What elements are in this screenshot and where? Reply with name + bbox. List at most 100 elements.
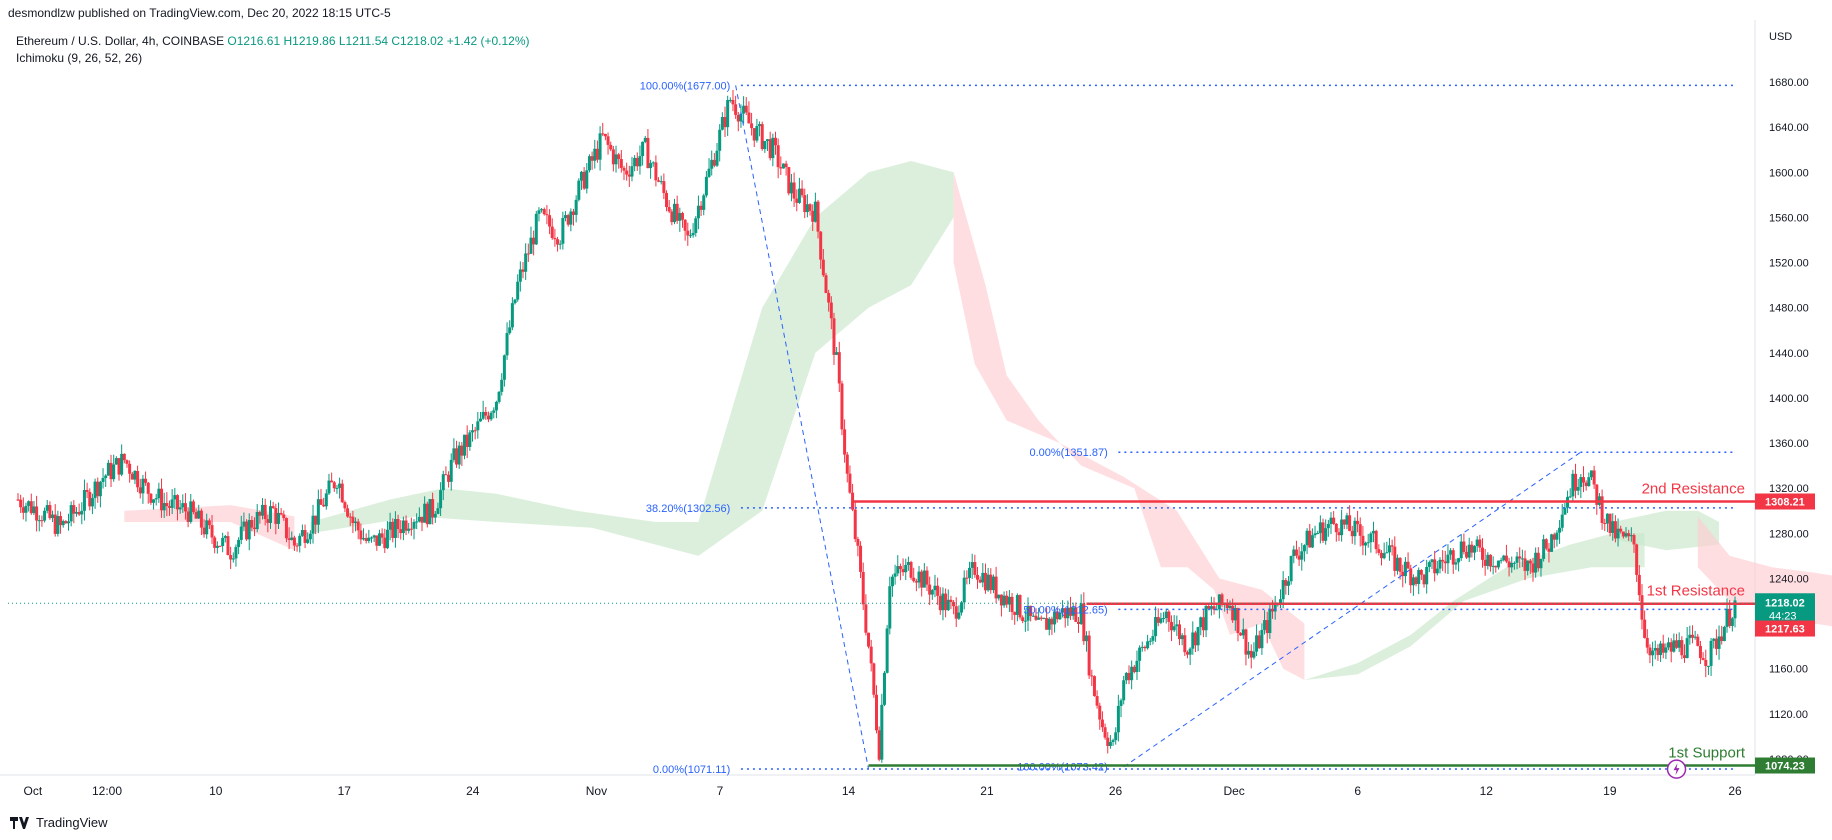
candle-body — [51, 514, 55, 519]
candle-body — [276, 512, 280, 524]
candle-body — [1520, 558, 1524, 560]
level-label-3: 1st Support — [1668, 745, 1746, 762]
candle-body — [1364, 542, 1368, 546]
candle-body — [928, 584, 932, 595]
candle-body — [1430, 559, 1434, 563]
candle-body — [1111, 740, 1115, 742]
candle-body — [989, 574, 993, 591]
candle-body — [691, 232, 695, 236]
candle-body — [763, 140, 767, 150]
candle-body — [1473, 546, 1477, 553]
candle-body — [665, 193, 669, 208]
candle-body — [1390, 545, 1394, 547]
candle-body — [199, 510, 203, 528]
candle-body — [513, 299, 517, 304]
y-tick-label: 1440.00 — [1769, 348, 1809, 360]
candle-body — [1435, 568, 1439, 574]
candle-body — [1119, 700, 1123, 706]
candle-body — [1369, 533, 1373, 543]
candle-body — [146, 482, 150, 494]
ohlc-close: C1218.02 — [391, 34, 444, 48]
candle-body — [617, 154, 621, 160]
lightning-icon[interactable] — [1666, 759, 1687, 779]
candle-body — [460, 445, 464, 456]
x-tick-label: 24 — [466, 784, 480, 798]
candle-body — [1542, 539, 1546, 559]
tradingview-logo-icon — [10, 816, 29, 829]
candle-body — [853, 509, 857, 540]
candle-body — [457, 445, 461, 465]
candle-body — [582, 171, 586, 189]
candle-body — [983, 572, 987, 591]
candle-body — [758, 124, 762, 127]
candle-body — [633, 157, 637, 167]
x-tick-label: 26 — [1109, 784, 1123, 798]
support1-price-tag: 1074.23 — [1765, 761, 1805, 773]
candle-body — [1199, 617, 1203, 628]
candle-body — [569, 211, 573, 225]
candle-body — [755, 126, 759, 141]
candle-body — [1098, 705, 1102, 720]
candle-body — [308, 533, 312, 540]
y-tick-label: 1160.00 — [1769, 664, 1808, 676]
candle-body — [774, 137, 777, 146]
candle-body — [375, 535, 379, 546]
candle-body — [768, 139, 772, 159]
candle-body — [290, 537, 294, 540]
ohlc-open: O1216.61 — [227, 34, 281, 48]
candle-body — [585, 170, 589, 189]
candle-body — [1690, 634, 1694, 638]
candle-body — [500, 379, 504, 392]
candle-body — [1385, 552, 1389, 554]
candle-body — [364, 538, 368, 541]
fib-label-2: 38.20%(1302.56) — [646, 503, 730, 515]
candle-body — [728, 99, 732, 101]
candle-body — [1300, 551, 1304, 560]
x-tick-label: 10 — [209, 784, 223, 798]
candle-body — [867, 632, 871, 647]
x-tick-label: 6 — [1354, 784, 1361, 798]
candle-body — [407, 528, 411, 531]
candle-body — [944, 593, 948, 611]
candle-body — [1515, 556, 1519, 563]
candle-body — [832, 318, 836, 355]
candle-body — [425, 503, 429, 525]
candle-body — [409, 528, 413, 530]
candle-body — [1409, 568, 1413, 586]
candle-body — [351, 516, 355, 524]
candle-body — [1162, 618, 1166, 620]
candle-body — [1605, 513, 1609, 524]
candle-body — [125, 460, 129, 464]
last-price-tag: 1218.02 — [1765, 597, 1805, 609]
candle-body — [553, 238, 557, 240]
candle-body — [1321, 522, 1325, 541]
candle-body — [882, 672, 886, 705]
candle-body — [1220, 594, 1224, 605]
x-tick-label: Nov — [586, 784, 607, 798]
y-tick-label: 1360.00 — [1769, 438, 1809, 450]
candle-body — [712, 159, 716, 166]
candle-body — [1714, 638, 1718, 649]
candle-body — [213, 537, 217, 548]
candle-body — [1260, 629, 1264, 649]
candle-body — [1640, 595, 1644, 620]
candle-body — [1680, 640, 1684, 656]
candle-body — [391, 521, 395, 538]
candle-body — [189, 501, 193, 522]
candle-body — [292, 537, 296, 546]
candle-body — [165, 503, 169, 507]
candle-body — [1547, 548, 1551, 552]
candle-body — [226, 536, 230, 556]
candle-body — [1164, 611, 1168, 619]
candle-body — [16, 499, 20, 501]
candle-body — [324, 493, 328, 507]
candle-body — [35, 506, 39, 521]
fib-trend-line-1 — [735, 85, 870, 770]
candle-body — [1683, 655, 1686, 659]
candle-body — [1045, 618, 1049, 630]
candle-body — [593, 148, 597, 161]
candle-body — [704, 176, 708, 196]
candle-body — [19, 499, 23, 508]
candle-body — [843, 429, 847, 455]
